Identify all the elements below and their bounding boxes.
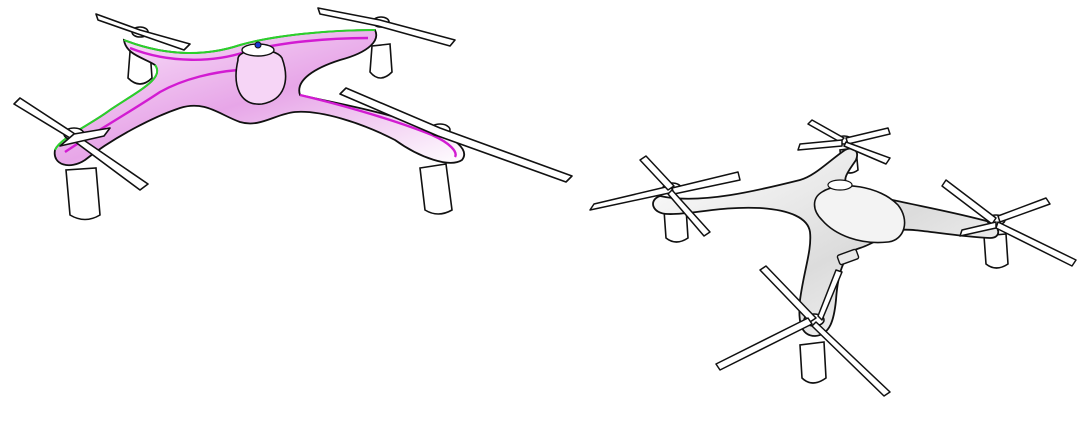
left-drone	[13, 7, 573, 221]
left-drone-frame	[53, 29, 465, 167]
right-drone-propellers	[589, 119, 1077, 397]
right-drone	[589, 119, 1077, 397]
right-drone-frame	[652, 147, 1000, 337]
left-drone-legs	[65, 43, 453, 221]
left-drone-propellers	[13, 7, 573, 191]
